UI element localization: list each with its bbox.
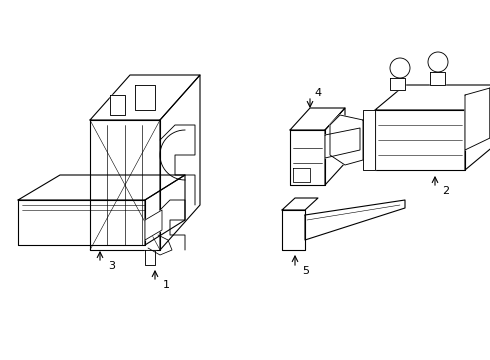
Polygon shape	[90, 75, 200, 120]
Polygon shape	[325, 108, 345, 185]
Polygon shape	[305, 200, 405, 240]
Text: 4: 4	[314, 88, 321, 98]
Polygon shape	[465, 85, 490, 170]
Text: 1: 1	[163, 280, 170, 290]
Polygon shape	[390, 78, 405, 90]
Polygon shape	[325, 128, 360, 158]
Polygon shape	[290, 108, 345, 130]
Polygon shape	[110, 95, 125, 115]
Polygon shape	[145, 250, 155, 265]
Polygon shape	[290, 130, 325, 185]
Polygon shape	[293, 168, 310, 182]
Polygon shape	[465, 88, 490, 150]
Text: 3: 3	[108, 261, 115, 271]
Polygon shape	[18, 200, 145, 245]
Polygon shape	[135, 85, 155, 110]
Polygon shape	[18, 175, 185, 200]
Polygon shape	[145, 175, 185, 245]
Polygon shape	[282, 210, 305, 250]
Text: 2: 2	[442, 186, 449, 196]
Text: 5: 5	[302, 266, 309, 276]
Polygon shape	[90, 120, 160, 250]
Polygon shape	[375, 85, 490, 110]
Polygon shape	[375, 110, 465, 170]
Polygon shape	[430, 72, 445, 85]
Polygon shape	[282, 198, 318, 210]
Polygon shape	[330, 115, 363, 165]
Polygon shape	[160, 75, 200, 250]
Polygon shape	[363, 110, 375, 170]
Polygon shape	[145, 210, 162, 240]
